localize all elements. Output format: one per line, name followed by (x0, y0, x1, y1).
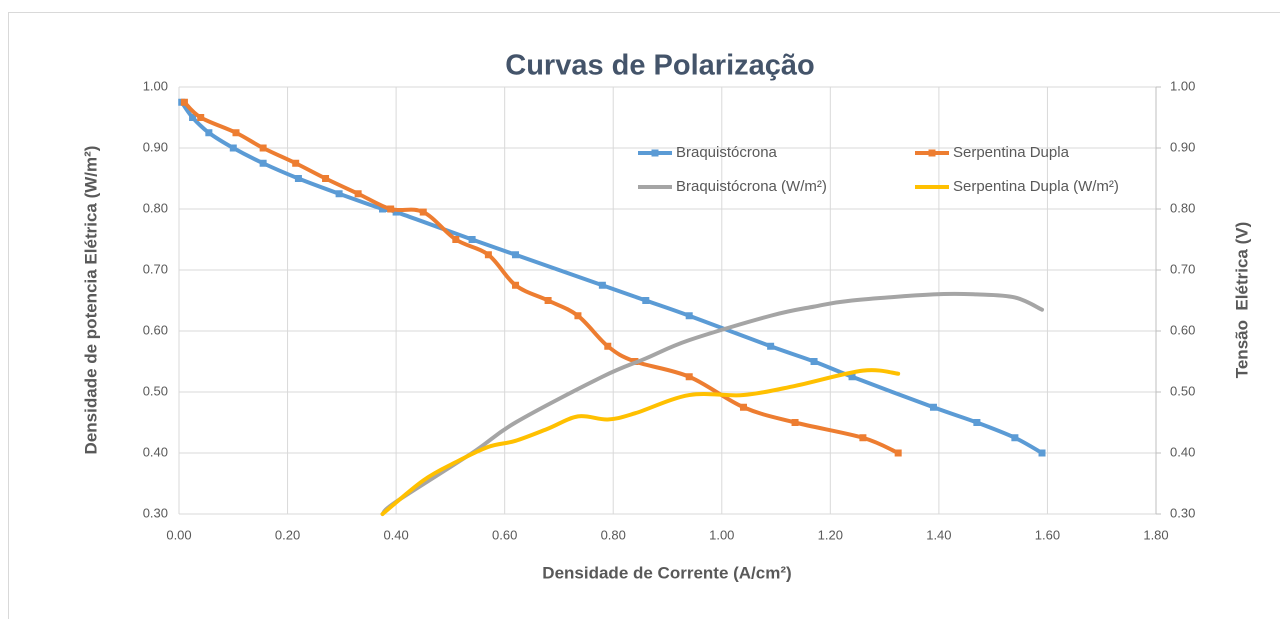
legend-label: Serpentina Dupla (953, 144, 1070, 161)
x-tick-label: 0.60 (492, 527, 517, 542)
point-marker (335, 190, 343, 198)
point-marker (232, 129, 240, 137)
point-marker (379, 205, 387, 213)
point-marker (259, 159, 267, 167)
y2-axis-label: Tensão Elétrica (V) (1232, 222, 1251, 379)
point-marker (512, 281, 520, 289)
y-tick-label: 0.90 (143, 139, 168, 154)
y-tick-label: 0.80 (143, 200, 168, 215)
legend-label: Braquistócrona (676, 144, 778, 161)
point-marker (929, 403, 937, 411)
y-tick-label: 0.60 (143, 322, 168, 337)
point-marker (189, 114, 197, 121)
point-marker (229, 144, 237, 152)
point-marker (739, 403, 747, 411)
point-marker (810, 358, 818, 365)
point-marker (484, 251, 492, 259)
y2-tick-label: 0.30 (1170, 505, 1195, 520)
point-marker (452, 236, 460, 243)
point-marker (859, 434, 867, 442)
point-marker (574, 312, 582, 320)
y-axis-label: Densidade de potencia Elétrica (W/m²) (81, 146, 100, 455)
point-marker (419, 208, 427, 216)
point-marker (604, 342, 612, 350)
y2-tick-label: 0.90 (1170, 139, 1195, 154)
legend-label: Braquistócrona (W/m²) (676, 178, 827, 195)
point-marker (973, 419, 981, 426)
point-marker (197, 114, 205, 121)
chart-frame (8, 12, 1280, 619)
x-tick-label: 0.80 (601, 527, 626, 542)
x-tick-label: 1.20 (818, 527, 843, 542)
y2-tick-label: 0.50 (1170, 383, 1195, 398)
point-marker (292, 159, 300, 167)
point-marker (685, 373, 693, 381)
x-tick-label: 1.00 (709, 527, 734, 542)
y-tick-label: 1.00 (143, 78, 168, 93)
y2-tick-label: 0.80 (1170, 200, 1195, 215)
point-marker (767, 342, 775, 350)
point-marker (259, 144, 267, 152)
y-tick-label: 0.50 (143, 383, 168, 398)
point-marker (322, 175, 330, 182)
x-tick-label: 0.40 (383, 527, 408, 542)
x-tick-label: 0.00 (166, 527, 191, 542)
point-marker (205, 129, 213, 137)
point-marker (294, 175, 302, 182)
point-marker (544, 297, 552, 304)
y-tick-label: 0.30 (143, 505, 168, 520)
y2-tick-label: 0.60 (1170, 322, 1195, 337)
point-marker (354, 190, 362, 198)
series-line (380, 368, 901, 516)
chart-title: Curvas de Polarização (505, 50, 814, 82)
point-marker (180, 98, 188, 106)
point-marker (1011, 434, 1019, 442)
x-tick-label: 1.80 (1143, 527, 1168, 542)
series-line (179, 100, 1045, 455)
y-tick-label: 0.40 (143, 444, 168, 459)
point-marker (894, 449, 902, 457)
point-marker (392, 208, 400, 216)
y2-tick-label: 0.70 (1170, 261, 1195, 276)
y-tick-label: 0.70 (143, 261, 168, 276)
legend-label: Serpentina Dupla (W/m²) (953, 178, 1119, 195)
legend-marker (651, 149, 659, 157)
x-axis-label: Densidade de Corrente (A/cm²) (542, 563, 791, 582)
x-tick-label: 1.40 (926, 527, 951, 542)
point-marker (791, 419, 799, 426)
point-marker (512, 251, 520, 259)
point-marker (1038, 449, 1046, 457)
legend-marker (928, 149, 936, 157)
y2-tick-label: 1.00 (1170, 78, 1195, 93)
x-tick-label: 1.60 (1035, 527, 1060, 542)
point-marker (387, 205, 395, 213)
point-marker (598, 281, 606, 289)
point-marker (848, 373, 856, 381)
x-tick-label: 0.20 (275, 527, 300, 542)
y2-tick-label: 0.40 (1170, 444, 1195, 459)
point-marker (642, 297, 650, 304)
point-marker (685, 312, 693, 320)
point-marker (468, 236, 476, 243)
